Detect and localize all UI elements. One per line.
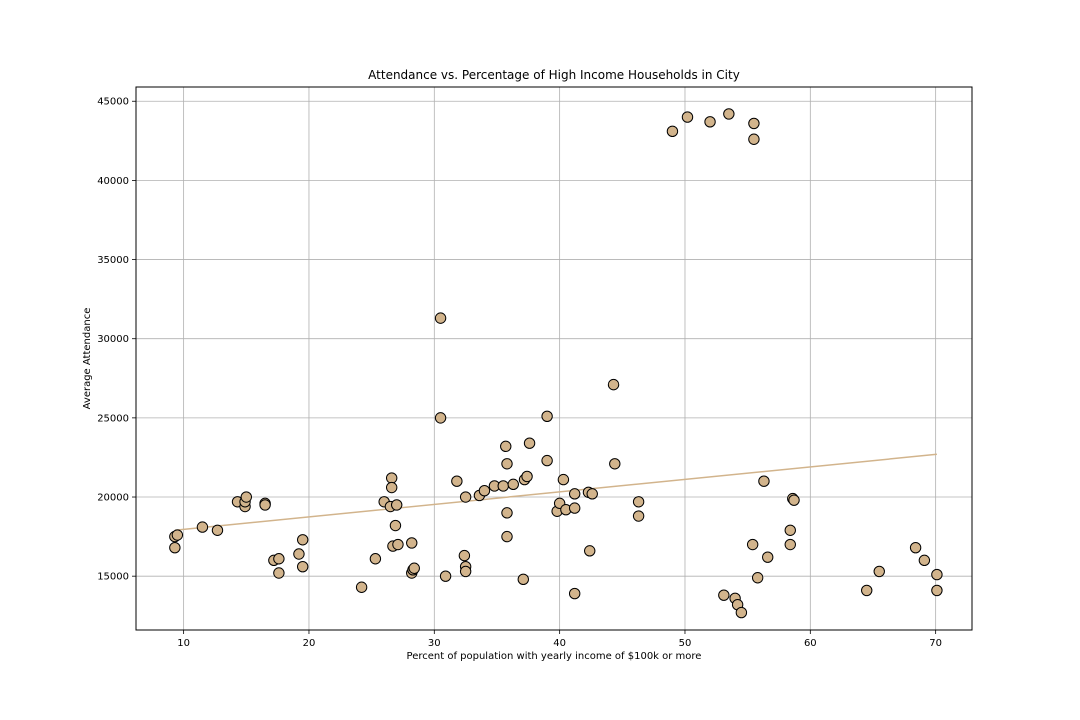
scatter-point [501,458,513,470]
scatter-point [918,554,931,567]
scatter-point [240,491,252,503]
scatter-point [909,541,922,554]
scatter-point [369,553,382,565]
scatter-point [704,116,716,128]
scatter-point [434,412,447,424]
y-tick-label: 15000 [97,572,129,583]
scatter-point [584,545,596,557]
y-tick-label: 20000 [97,493,129,504]
scatter-point [355,581,368,593]
y-axis-title: Average Attendance [82,308,93,410]
scatter-point [784,538,796,551]
scatter-point [788,494,800,506]
scatter-point [439,570,452,582]
scatter-point [392,538,404,551]
scatter-point [273,567,285,579]
scatter-point [607,378,620,391]
scatter-point [748,133,760,145]
y-tick-label: 25000 [97,413,129,424]
scatter-point [735,606,748,619]
scatter-point [459,491,472,503]
scatter-point [718,589,730,601]
scatter-point [211,524,224,536]
scatter-point [408,562,420,574]
scatter-point [259,499,271,511]
x-axis-title: Percent of population with yearly income… [407,651,702,662]
scatter-point [517,573,529,586]
x-tick-label: 20 [303,638,316,649]
scatter-point [746,538,759,551]
x-tick-label: 10 [177,638,190,649]
scatter-point [609,458,621,470]
scatter-point [541,454,553,467]
scatter-point [784,524,796,536]
x-tick-label: 60 [804,638,817,649]
scatter-point [171,529,184,541]
scatter-point [500,440,512,453]
scatter-point [169,541,181,554]
scatter-point [541,410,553,422]
scatter-point [196,521,209,533]
scatter-point [758,475,770,487]
scatter-point [666,125,679,138]
scatter-point [751,572,764,584]
scatter-point [723,108,735,120]
scatter-point [861,584,873,597]
x-tick-label: 40 [553,638,566,649]
scatter-point [501,530,513,543]
scatter-point [568,587,581,600]
scatter-point [586,488,598,500]
scatter-point [568,488,581,500]
x-tick-label: 50 [679,638,692,649]
scatter-point [434,312,447,324]
scatter-point [497,480,509,492]
y-tick-label: 40000 [97,176,129,187]
scatter-point [296,560,309,573]
scatter-point [521,470,533,483]
scatter-point [385,472,398,484]
x-tick-label: 30 [428,638,441,649]
scatter-point [557,473,570,486]
scatter-point [478,484,491,497]
grid-lines [136,87,972,630]
x-tick-label: 70 [929,638,942,649]
scatter-point [458,549,471,562]
scatter-point [451,475,463,487]
scatter-point [459,565,472,578]
plot-frame [135,86,973,631]
scatter-point [568,502,581,514]
scatter-point [293,548,305,560]
scatter-point [762,551,774,563]
scatter-point [523,437,536,449]
y-tick-label: 30000 [97,334,129,345]
chart-title: Attendance vs. Percentage of High Income… [368,68,740,82]
trendline-group [174,453,937,532]
scatter-point [632,496,645,508]
scatter-point [632,510,645,522]
scatter-point [501,507,513,519]
scatter-point [681,111,694,123]
scatter-point [931,568,943,581]
scatter-point [748,117,760,130]
scatter-point [389,519,402,532]
scatter-point [385,481,398,494]
scatter-point [406,537,418,549]
scatter-point [391,499,403,511]
data-points [169,108,943,619]
scatter-point [507,478,519,491]
scatter-point [931,584,943,597]
scatter-point [873,565,885,578]
axis-ticks: 10 20 30 40 50 60 70 15000 20000 25000 30000 35000 4… [97,97,942,649]
y-tick-label: 35000 [97,255,129,266]
scatter-point [273,553,285,565]
trendline [174,453,937,532]
scatter-point [296,534,309,546]
y-tick-label: 45000 [97,97,129,108]
